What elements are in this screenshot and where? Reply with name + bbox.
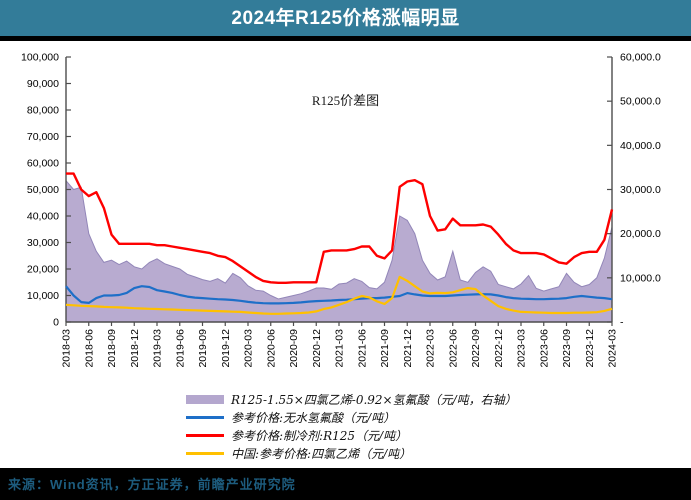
legend-label: 中国:参考价格:四氯乙烯（元/吨） [231,446,412,461]
x-tick-label: 2021-12 [402,329,414,368]
x-tick-label: 2021-06 [356,329,368,368]
left-tick-label: 80,000 [27,105,59,117]
left-tick-label: 30,000 [27,237,59,249]
x-tick-label: 2020-03 [243,329,255,368]
r125-line-series [66,172,614,284]
left-tick-label: 0 [53,317,59,329]
x-tick-label: 2019-03 [152,329,164,368]
page-title: 2024年R125价格涨幅明显 [0,0,691,36]
right-tick-label: 30,000.0 [620,184,661,196]
legend-item-pce: 中国:参考价格:四氯乙烯（元/吨） [186,446,517,461]
legend-label: 参考价格:制冷剂:R125（元/吨） [231,428,408,443]
right-tick-label: - [620,317,624,329]
x-tick-label: 2024-03 [607,329,619,368]
x-tick-label: 2022-03 [425,329,437,368]
x-tick-label: 2023-09 [561,329,573,368]
x-tick-label: 2018-03 [61,329,73,368]
x-tick-label: 2019-06 [174,329,186,368]
x-tick-label: 2022-12 [493,329,505,368]
x-tick-label: 2018-12 [129,329,141,368]
x-tick-label: 2023-06 [538,329,550,368]
left-tick-label: 90,000 [27,78,59,90]
left-tick-label: 70,000 [27,131,59,143]
title-divider [0,36,691,41]
x-tick-label: 2022-06 [447,329,459,368]
left-tick-label: 60,000 [27,158,59,170]
legend-item-hf: 参考价格:无水氢氟酸（元/吨） [186,410,517,425]
chart-card: R125价差图 [0,41,691,468]
x-tick-label: 2019-12 [220,329,232,368]
right-tick-label: 50,000.0 [620,96,661,108]
source-text: 来源：Wind资讯，方正证券，前瞻产业研究院 [8,477,296,492]
legend-item-r125: 参考价格:制冷剂:R125（元/吨） [186,428,517,443]
x-tick-label: 2020-09 [288,329,300,368]
legend-label: R125-1.55×四氯乙烯-0.92×氢氟酸（元/吨，右轴） [231,392,517,407]
area-swatch-icon [186,394,224,404]
x-tick-label: 2020-06 [265,329,277,368]
line-swatch-icon [186,433,224,437]
line-swatch-icon [186,415,224,419]
spread-area-series [65,179,613,323]
x-tick-label: 2020-12 [311,329,323,368]
x-tick-label: 2023-03 [516,329,528,368]
left-tick-label: 20,000 [27,264,59,276]
right-tick-label: 20,000.0 [620,228,661,240]
x-tick-label: 2019-09 [197,329,209,368]
line-swatch-icon [186,451,224,455]
right-tick-label: 10,000.0 [620,272,661,284]
legend-label: 参考价格:无水氢氟酸（元/吨） [231,410,396,425]
right-tick-label: 40,000.0 [620,140,661,152]
x-tick-label: 2023-12 [584,329,596,368]
right-tick-label: 60,000.0 [620,52,661,64]
x-tick-label: 2018-09 [106,329,118,368]
left-tick-label: 10,000 [27,290,59,302]
left-tick-label: 40,000 [27,211,59,223]
legend-item-spread: R125-1.55×四氯乙烯-0.92×氢氟酸（元/吨，右轴） [186,392,517,407]
left-tick-label: 50,000 [27,184,59,196]
source-bar: 来源：Wind资讯，方正证券，前瞻产业研究院 [0,468,691,500]
hf-line-series [65,285,613,305]
x-tick-label: 2021-03 [334,329,346,368]
left-tick-label: 100,000 [21,52,59,64]
pce-line-series [65,275,613,315]
x-tick-label: 2022-09 [470,329,482,368]
chart-legend: R125-1.55×四氯乙烯-0.92×氢氟酸（元/吨，右轴） 参考价格:无水氢… [186,392,517,461]
x-tick-label: 2018-06 [83,329,95,368]
chart-title: R125价差图 [311,93,380,108]
x-tick-label: 2021-09 [379,329,391,368]
